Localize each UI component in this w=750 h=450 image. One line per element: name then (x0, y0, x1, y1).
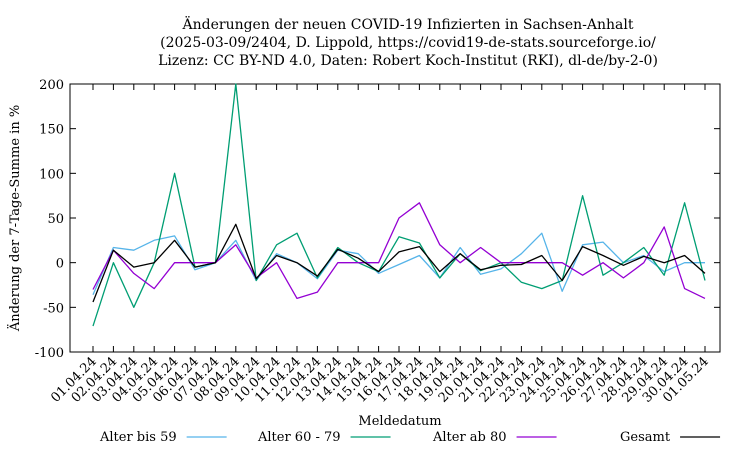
legend-label-3: Alter ab 80 (432, 430, 507, 445)
legend-label-4: Gesamt (620, 430, 671, 445)
series-line-4 (92, 223, 706, 303)
y-axis: -100 -50 0 50 100 150 200 (35, 78, 720, 361)
y-tick-label: 50 (47, 212, 64, 227)
y-tick-label: 150 (39, 123, 64, 138)
plot-frame (69, 83, 721, 353)
title-line-3: Lizenz: CC BY-ND 4.0, Daten: Robert Koch… (158, 53, 658, 69)
title-line-1: Änderungen der neuen COVID-19 Infizierte… (182, 15, 634, 33)
series-line-1 (92, 232, 705, 296)
series-layer (92, 83, 706, 327)
y-tick-label: 200 (39, 78, 64, 93)
x-axis-label: Meldedatum (358, 414, 441, 429)
series-line-3 (92, 202, 706, 300)
y-axis-label: Änderung der 7-Tage-Summe in % (6, 105, 23, 332)
x-axis: 01.04.2402.04.2403.04.2404.04.2405.04.24… (48, 84, 712, 406)
legend: Alter bis 59 Alter 60 - 79 Alter ab 80 Gesa… (99, 430, 721, 445)
title-line-2: (2025-03-09/2404, D. Lippold, https://co… (160, 35, 656, 51)
y-tick-label: -50 (43, 301, 64, 316)
legend-label-1: Alter bis 59 (99, 430, 177, 445)
y-tick-label: -100 (35, 346, 64, 361)
chart-title: Änderungen der neuen COVID-19 Infizierte… (158, 15, 658, 69)
y-tick-label: 0 (56, 257, 64, 272)
y-tick-label: 100 (39, 167, 64, 182)
legend-label-2: Alter 60 - 79 (257, 430, 341, 445)
series-line-2 (92, 83, 706, 327)
